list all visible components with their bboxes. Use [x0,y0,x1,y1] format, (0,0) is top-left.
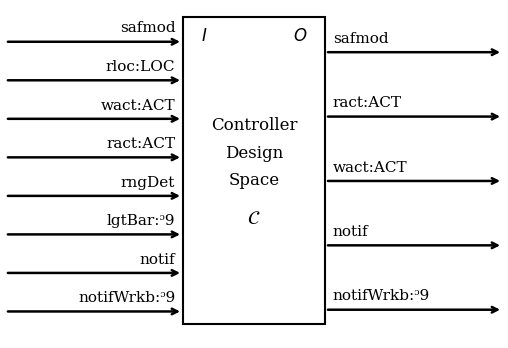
Text: wact:ACT: wact:ACT [333,161,407,175]
Text: ract:ACT: ract:ACT [106,137,175,151]
Text: wact:ACT: wact:ACT [101,98,175,112]
Text: $\mathcal{C}$: $\mathcal{C}$ [247,210,261,228]
Text: notif: notif [140,253,175,267]
Text: lgtBar:ᵓ9: lgtBar:ᵓ9 [107,214,175,228]
Text: Design: Design [225,145,283,161]
Text: notifWrkb:ᵓ9: notifWrkb:ᵓ9 [78,291,175,305]
Text: rloc:LOC: rloc:LOC [106,60,175,74]
Text: $I$: $I$ [201,28,207,45]
Text: notif: notif [333,225,368,239]
Text: rngDet: rngDet [121,176,175,190]
Bar [183,17,325,324]
Text: safmod: safmod [120,22,175,35]
Text: Space: Space [229,173,279,189]
Text: Controller: Controller [211,117,297,134]
Text: $O$: $O$ [293,28,307,45]
Text: notifWrkb:ᵓ9: notifWrkb:ᵓ9 [333,290,430,303]
Text: safmod: safmod [333,32,388,46]
Text: ract:ACT: ract:ACT [333,96,402,110]
